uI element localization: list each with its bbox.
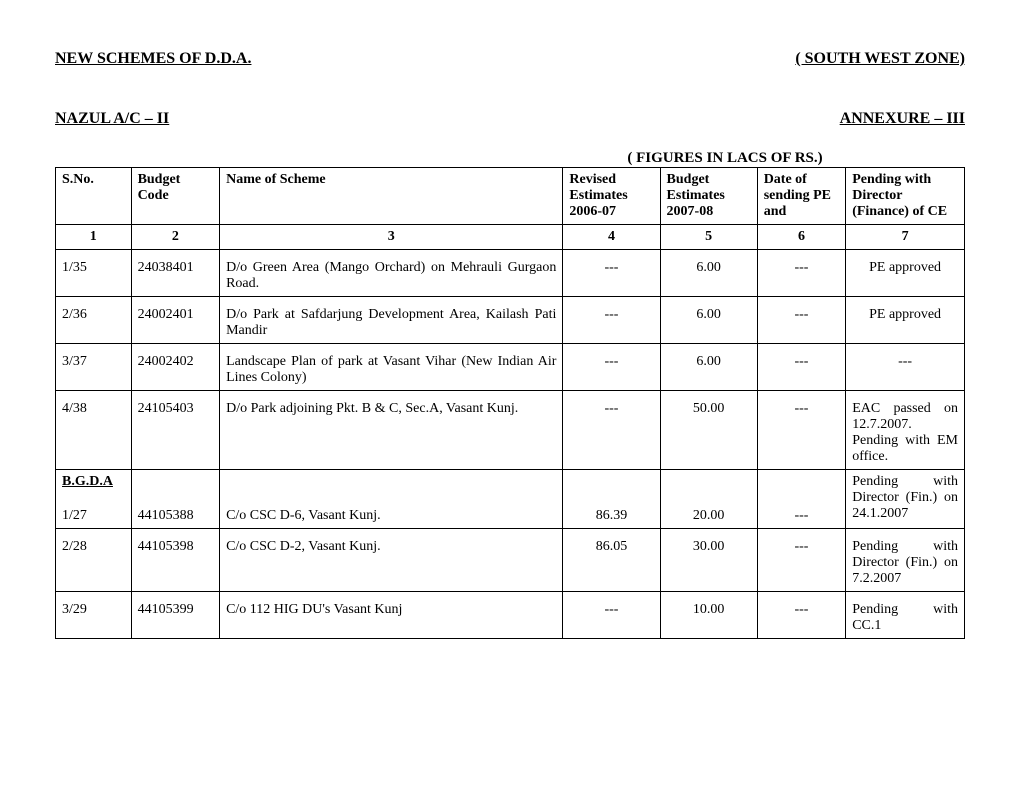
- cell-code: 24105403: [131, 391, 220, 470]
- colnum-5: 5: [660, 225, 757, 250]
- cell-rev: 86.05: [563, 529, 660, 592]
- cell-name: C/o 112 HIG DU's Vasant Kunj: [220, 592, 563, 639]
- cell-pend: EAC passed on 12.7.2007. Pending with EM…: [846, 391, 965, 470]
- table-colnum-row: 1 2 3 4 5 6 7: [56, 225, 965, 250]
- cell-sno: 1/35: [56, 250, 132, 297]
- cell-bud: 30.00: [660, 529, 757, 592]
- cell-pend: Pending with Director (Fin.) on 24.1.200…: [846, 470, 965, 529]
- cell-pend: Pending with CC.1: [846, 592, 965, 639]
- page-subheader: NAZUL A/C – II ANNEXURE – III: [55, 110, 965, 128]
- col-header-date: Date of sending PE and: [757, 168, 846, 225]
- col-header-bud: Budget Estimates 2007-08: [660, 168, 757, 225]
- table-row: 1/35 24038401 D/o Green Area (Mango Orch…: [56, 250, 965, 297]
- cell-date: ---: [757, 344, 846, 391]
- col-header-pend: Pending with Director (Finance) of CE: [846, 168, 965, 225]
- cell-code: 24038401: [131, 250, 220, 297]
- cell-sno: 3/37: [56, 344, 132, 391]
- subheader-left: NAZUL A/C – II: [55, 110, 169, 128]
- cell-date: ---: [757, 592, 846, 639]
- colnum-2: 2: [131, 225, 220, 250]
- cell-bud: 20.00: [660, 470, 757, 529]
- col-header-code: Budget Code: [131, 168, 220, 225]
- cell-sno: 2/28: [56, 529, 132, 592]
- cell-code: 44105388: [131, 470, 220, 529]
- cell-sno: B.G.D.A 1/27: [56, 470, 132, 529]
- cell-date: ---: [757, 391, 846, 470]
- cell-rev: 86.39: [563, 470, 660, 529]
- figures-note: ( FIGURES IN LACS OF RS.): [485, 150, 965, 167]
- colnum-6: 6: [757, 225, 846, 250]
- header-left: NEW SCHEMES OF D.D.A.: [55, 50, 251, 68]
- col-header-name: Name of Scheme: [220, 168, 563, 225]
- schemes-table: S.No. Budget Code Name of Scheme Revised…: [55, 167, 965, 639]
- cell-date: ---: [757, 529, 846, 592]
- cell-bud: 50.00: [660, 391, 757, 470]
- colnum-3: 3: [220, 225, 563, 250]
- cell-code: 44105399: [131, 592, 220, 639]
- colnum-1: 1: [56, 225, 132, 250]
- table-row: B.G.D.A 1/27 44105388 C/o CSC D-6, Vasan…: [56, 470, 965, 529]
- header-right: ( SOUTH WEST ZONE): [795, 50, 965, 68]
- cell-name: C/o CSC D-2, Vasant Kunj.: [220, 529, 563, 592]
- col-header-rev: Revised Estimates 2006-07: [563, 168, 660, 225]
- table-header-row: S.No. Budget Code Name of Scheme Revised…: [56, 168, 965, 225]
- page-header: NEW SCHEMES OF D.D.A. ( SOUTH WEST ZONE): [55, 50, 965, 68]
- cell-name: D/o Green Area (Mango Orchard) on Mehrau…: [220, 250, 563, 297]
- colnum-7: 7: [846, 225, 965, 250]
- cell-name: Landscape Plan of park at Vasant Vihar (…: [220, 344, 563, 391]
- cell-date: ---: [757, 470, 846, 529]
- cell-sno-text: 1/27: [62, 508, 87, 523]
- colnum-4: 4: [563, 225, 660, 250]
- cell-pend: Pending with Director (Fin.) on 7.2.2007: [846, 529, 965, 592]
- cell-pend: ---: [846, 344, 965, 391]
- cell-rev: ---: [563, 344, 660, 391]
- cell-bud: 6.00: [660, 297, 757, 344]
- cell-sno: 2/36: [56, 297, 132, 344]
- cell-bud: 10.00: [660, 592, 757, 639]
- cell-name: D/o Park adjoining Pkt. B & C, Sec.A, Va…: [220, 391, 563, 470]
- cell-bud: 6.00: [660, 250, 757, 297]
- cell-rev: ---: [563, 297, 660, 344]
- cell-date: ---: [757, 250, 846, 297]
- subheader-right: ANNEXURE – III: [840, 110, 965, 128]
- cell-rev: ---: [563, 391, 660, 470]
- cell-rev: ---: [563, 592, 660, 639]
- cell-name: C/o CSC D-6, Vasant Kunj.: [220, 470, 563, 529]
- cell-code: 24002402: [131, 344, 220, 391]
- col-header-sno: S.No.: [56, 168, 132, 225]
- section-label: B.G.D.A: [62, 474, 125, 490]
- table-row: 4/38 24105403 D/o Park adjoining Pkt. B …: [56, 391, 965, 470]
- cell-sno: 4/38: [56, 391, 132, 470]
- cell-pend: PE approved: [846, 297, 965, 344]
- cell-sno: 3/29: [56, 592, 132, 639]
- table-row: 2/28 44105398 C/o CSC D-2, Vasant Kunj. …: [56, 529, 965, 592]
- cell-bud: 6.00: [660, 344, 757, 391]
- cell-name: D/o Park at Safdarjung Development Area,…: [220, 297, 563, 344]
- cell-pend: PE approved: [846, 250, 965, 297]
- cell-code: 24002401: [131, 297, 220, 344]
- cell-code: 44105398: [131, 529, 220, 592]
- table-row: 2/36 24002401 D/o Park at Safdarjung Dev…: [56, 297, 965, 344]
- cell-date: ---: [757, 297, 846, 344]
- table-row: 3/29 44105399 C/o 112 HIG DU's Vasant Ku…: [56, 592, 965, 639]
- table-row: 3/37 24002402 Landscape Plan of park at …: [56, 344, 965, 391]
- cell-rev: ---: [563, 250, 660, 297]
